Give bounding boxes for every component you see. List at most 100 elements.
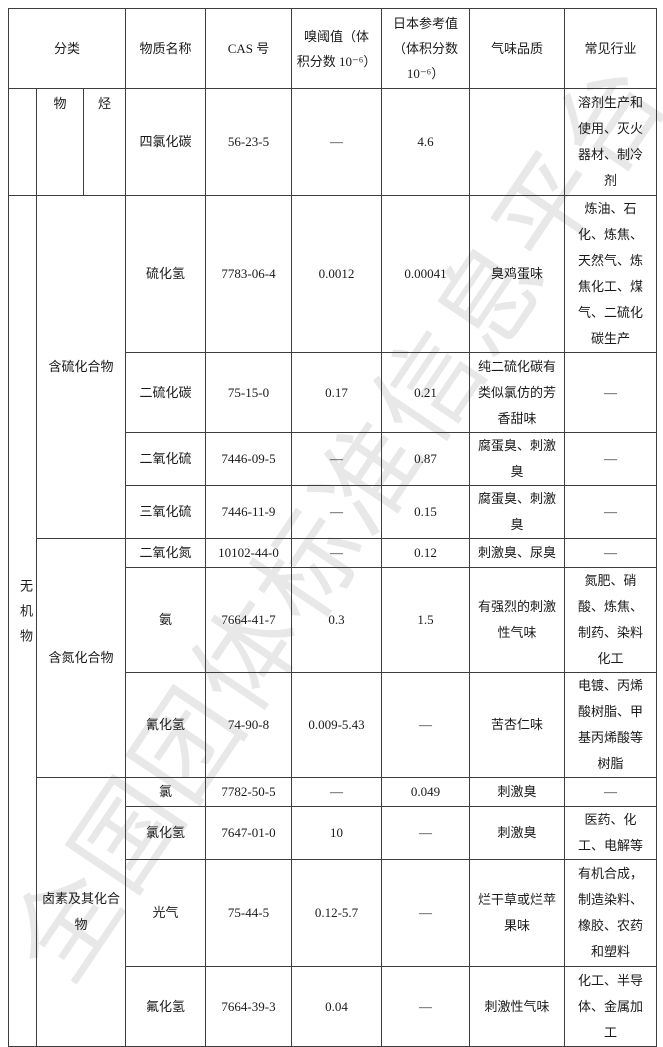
subcategory-cell-halogen: 卤素及其化合物 [35, 777, 127, 1047]
substance-cell: 氯化氢 [125, 806, 207, 860]
cas-cell: 10102-44-0 [205, 538, 293, 568]
table-row: 氨 7664-41-7 0.3 1.5 有强烈的刺激性气味 氮肥、硝酸、炼焦、制… [9, 567, 658, 673]
japan-cell: — [381, 672, 471, 778]
industry-cell: 医药、化工、电解等 [564, 806, 658, 860]
odor-cell: 刺激臭 [469, 777, 566, 807]
industry-cell: 炼油、石化、炼焦、天然气、炼焦化工、煤气、二硫化碳生产 [564, 195, 658, 353]
industry-cell: — [564, 538, 658, 568]
japan-cell: 0.87 [381, 432, 471, 486]
threshold-cell: 0.3 [291, 567, 383, 673]
threshold-cell: 0.009-5.43 [291, 672, 383, 778]
header-threshold: 嗅阈值（体 积分数 10⁻⁶） [291, 8, 383, 89]
table-row: 卤素及其化合物 氯 7782-50-5 — 0.049 刺激臭 — [9, 777, 658, 1047]
table-row: 氯化氢 7647-01-0 10 — 刺激臭 医药、化工、电解等 [9, 806, 658, 860]
table-header-row: 分类 物质名称 CAS 号 嗅阈值（体 积分数 10⁻⁶） 日本参考值 （体积分… [7, 8, 658, 89]
table-row: 二氧化硫 7446-09-5 — 0.87 腐蛋臭、刺激臭 — [9, 432, 658, 486]
industry-cell: — [564, 432, 658, 486]
substance-cell: 氯 [125, 777, 207, 807]
substance-cell: 硫化氢 [125, 195, 207, 353]
category-cell-organic-partial: 物 [36, 88, 84, 196]
substance-cell: 二氧化氮 [125, 538, 207, 568]
substance-cell: 氨 [125, 567, 207, 673]
odor-cell [469, 88, 566, 196]
threshold-cell: 0.04 [291, 966, 383, 1047]
threshold-cell: 0.0012 [291, 195, 383, 353]
threshold-cell: — [291, 538, 383, 568]
odor-cell: 腐蛋臭、刺激臭 [469, 485, 566, 539]
industry-cell: 溶剂生产和使用、灭火器材、制冷剂 [564, 88, 658, 196]
japan-cell: 4.6 [381, 88, 471, 196]
header-substance: 物质名称 [125, 8, 207, 89]
cas-cell: 7664-41-7 [205, 567, 293, 673]
japan-cell: 0.15 [381, 485, 471, 539]
odor-cell: 腐蛋臭、刺激臭 [469, 432, 566, 486]
header-odor-quality: 气味品质 [469, 8, 566, 89]
industry-cell: 化工、半导体、金属加工 [564, 966, 658, 1047]
header-cas: CAS 号 [205, 8, 293, 89]
substance-cell: 四氯化碳 [125, 88, 207, 196]
odor-cell: 纯二硫化碳有类似氯仿的芳香甜味 [469, 352, 566, 433]
threshold-cell: — [291, 432, 383, 486]
japan-cell: — [381, 859, 471, 967]
header-japan-reference: 日本参考值 （体积分数 10⁻⁶） [381, 8, 471, 89]
substance-cell: 二硫化碳 [125, 352, 207, 433]
cas-cell: 7446-09-5 [205, 432, 293, 486]
industry-cell: — [564, 777, 658, 807]
category-cell-inorganic: 无机物 [8, 195, 37, 1047]
substance-cell: 光气 [125, 859, 207, 967]
odor-cell: 苦杏仁味 [469, 672, 566, 778]
subcategory-cell-sulfur: 含硫化合物 [35, 195, 127, 539]
odor-cell: 刺激性气味 [469, 966, 566, 1047]
header-category: 分类 [7, 8, 127, 89]
odor-cell: 臭鸡蛋味 [469, 195, 566, 353]
table-row: 氰化氢 74-90-8 0.009-5.43 — 苦杏仁味 电镀、丙烯酸树脂、甲… [9, 672, 658, 778]
cas-cell: 75-15-0 [205, 352, 293, 433]
header-industry: 常见行业 [564, 8, 658, 89]
cas-cell: 7783-06-4 [205, 195, 293, 353]
japan-cell: 1.5 [381, 567, 471, 673]
japan-cell: 0.049 [381, 777, 471, 807]
cas-cell: 56-23-5 [205, 88, 293, 196]
substance-cell: 氰化氢 [125, 672, 207, 778]
table-row: 三氧化硫 7446-11-9 — 0.15 腐蛋臭、刺激臭 — [9, 485, 658, 539]
cas-cell: 74-90-8 [205, 672, 293, 778]
industry-cell: 有机合成，制造染料、橡胶、农药和塑料 [564, 859, 658, 967]
table-row: 光气 75-44-5 0.12-5.7 — 烂干草或烂苹果味 有机合成，制造染料… [9, 859, 658, 967]
subcategory-cell-nitrogen: 含氮化合物 [35, 538, 127, 778]
odor-cell: 有强烈的刺激性气味 [469, 567, 566, 673]
substance-cell: 二氧化硫 [125, 432, 207, 486]
category-cell-hydrocarbon-partial: 烃 [82, 88, 127, 196]
inorganic-label: 无机物 [18, 579, 33, 654]
threshold-cell: — [291, 777, 383, 807]
threshold-cell: — [291, 485, 383, 539]
substance-cell: 氟化氢 [125, 966, 207, 1047]
industry-cell: — [564, 352, 658, 433]
odor-cell: 刺激臭 [469, 806, 566, 860]
odor-cell: 刺激臭、尿臭 [469, 538, 566, 568]
cas-cell: 75-44-5 [205, 859, 293, 967]
japan-cell: 0.12 [381, 538, 471, 568]
table-row: 物 烃 四氯化碳 56-23-5 — 4.6 溶剂生产和使用、灭火器材、制冷剂 [8, 88, 658, 196]
table-row: 无机物 含硫化合物 硫化氢 7783-06-4 0.0012 0.00041 臭… [8, 195, 658, 1047]
japan-cell: 0.21 [381, 352, 471, 433]
cas-cell: 7446-11-9 [205, 485, 293, 539]
odor-threshold-table: 分类 物质名称 CAS 号 嗅阈值（体 积分数 10⁻⁶） 日本参考值 （体积分… [7, 8, 658, 1047]
substance-cell: 三氧化硫 [125, 485, 207, 539]
threshold-cell: 0.12-5.7 [291, 859, 383, 967]
threshold-cell: 0.17 [291, 352, 383, 433]
threshold-cell: 10 [291, 806, 383, 860]
table-row: 含氮化合物 二氧化氮 10102-44-0 — 0.12 刺激臭、尿臭 — [9, 538, 658, 778]
japan-cell: 0.00041 [381, 195, 471, 353]
category-cell-empty [8, 88, 37, 196]
japan-cell: — [381, 966, 471, 1047]
cas-cell: 7782-50-5 [205, 777, 293, 807]
japan-cell: — [381, 806, 471, 860]
industry-cell: 电镀、丙烯酸树脂、甲基丙烯酸等树脂 [564, 672, 658, 778]
odor-cell: 烂干草或烂苹果味 [469, 859, 566, 967]
threshold-cell: — [291, 88, 383, 196]
cas-cell: 7647-01-0 [205, 806, 293, 860]
cas-cell: 7664-39-3 [205, 966, 293, 1047]
industry-cell: 氮肥、硝酸、炼焦、制药、染料化工 [564, 567, 658, 673]
table-row: 二硫化碳 75-15-0 0.17 0.21 纯二硫化碳有类似氯仿的芳香甜味 — [9, 352, 658, 433]
industry-cell: — [564, 485, 658, 539]
